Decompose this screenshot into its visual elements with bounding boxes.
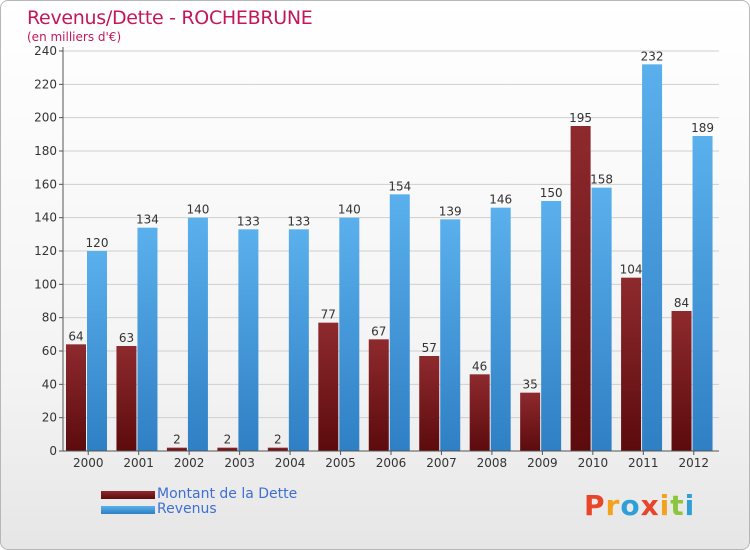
bar-revenue [137, 227, 158, 451]
y-tick-label: 20 [42, 411, 57, 425]
x-tick-label: 2006 [376, 456, 407, 470]
data-label-revenue: 146 [489, 193, 512, 207]
y-tick-label: 240 [34, 44, 57, 58]
y-tick-label: 40 [42, 377, 57, 391]
data-label-debt: 195 [569, 111, 592, 125]
y-tick-label: 220 [34, 77, 57, 91]
data-label-revenue: 140 [186, 203, 209, 217]
data-label-debt: 64 [68, 329, 83, 343]
bar-debt [671, 311, 692, 451]
bar-revenue [541, 201, 562, 451]
bar-debt [419, 356, 440, 451]
y-tick-label: 180 [34, 144, 57, 158]
bar-revenue [87, 251, 107, 451]
x-tick-label: 2004 [275, 456, 306, 470]
logo-letter: o [620, 489, 641, 522]
y-tick-label: 120 [34, 244, 57, 258]
legend-swatch-debt [101, 491, 155, 499]
logo-letter: i [684, 489, 696, 522]
y-tick-label: 140 [34, 211, 57, 225]
y-tick-label: 60 [42, 344, 57, 358]
data-label-debt: 2 [274, 433, 282, 447]
data-label-debt: 2 [173, 433, 181, 447]
logo-letter: i [659, 489, 671, 522]
data-label-debt: 2 [224, 433, 232, 447]
chart-title: Revenus/Dette - ROCHEBRUNE [27, 7, 313, 29]
data-label-revenue: 133 [287, 214, 310, 228]
y-tick-label: 100 [34, 277, 57, 291]
data-label-debt: 67 [371, 324, 386, 338]
data-label-debt: 46 [472, 359, 487, 373]
data-label-revenue: 150 [540, 186, 563, 200]
bar-debt [267, 447, 288, 451]
y-tick-label: 0 [49, 444, 57, 458]
logo-letter: t [670, 489, 685, 522]
logo-letter: x [640, 489, 660, 522]
bar-debt [570, 126, 591, 451]
legend-label-debt: Montant de la Dette [157, 486, 298, 502]
logo-letter: r [605, 489, 621, 522]
y-tick-label: 200 [34, 111, 57, 125]
data-label-revenue: 189 [691, 121, 714, 135]
x-tick-label: 2002 [174, 456, 205, 470]
bar-debt [217, 447, 238, 451]
bar-debt [66, 344, 86, 451]
x-tick-label: 2012 [678, 456, 709, 470]
legend-swatch-revenue [101, 506, 155, 514]
data-label-debt: 84 [674, 296, 689, 310]
bar-debt [520, 392, 541, 451]
bar-debt [116, 346, 137, 451]
chart-subtitle: (en milliers d'€) [27, 30, 122, 44]
x-tick-label: 2001 [123, 456, 154, 470]
bar-revenue [490, 207, 511, 451]
data-label-debt: 104 [620, 263, 643, 277]
x-tick-label: 2005 [325, 456, 356, 470]
x-tick-label: 2003 [224, 456, 255, 470]
data-label-revenue: 140 [338, 203, 361, 217]
y-tick-label: 160 [34, 177, 57, 191]
proxiti-logo: Proxiti [584, 489, 695, 522]
bar-debt [621, 277, 642, 451]
bar-debt [368, 339, 389, 451]
x-tick-label: 2010 [578, 456, 609, 470]
y-tick-label: 80 [42, 311, 57, 325]
x-tick-label: 2009 [527, 456, 558, 470]
bar-revenue [187, 217, 208, 451]
data-label-revenue: 139 [439, 204, 462, 218]
data-label-revenue: 158 [590, 173, 613, 187]
bar-debt [469, 374, 490, 451]
data-label-revenue: 133 [237, 214, 260, 228]
bar-debt [166, 447, 187, 451]
data-label-debt: 35 [523, 378, 538, 392]
x-tick-label: 2007 [426, 456, 457, 470]
data-label-debt: 77 [321, 308, 336, 322]
bar-debt [318, 322, 339, 451]
legend-label-revenue: Revenus [157, 501, 217, 517]
data-label-debt: 63 [119, 331, 134, 345]
x-tick-label: 2000 [73, 456, 104, 470]
bar-revenue [238, 229, 259, 451]
data-label-debt: 57 [422, 341, 437, 355]
bar-revenue [389, 194, 410, 452]
data-label-revenue: 134 [136, 213, 159, 227]
data-label-revenue: 154 [388, 179, 411, 193]
x-tick-label: 2011 [628, 456, 659, 470]
bar-revenue [642, 64, 663, 452]
bar-revenue [591, 187, 612, 451]
logo-letter: P [584, 489, 606, 522]
data-label-revenue: 232 [641, 49, 664, 63]
data-label-revenue: 120 [86, 236, 109, 250]
bar-revenue [288, 229, 309, 451]
bar-revenue [692, 136, 713, 451]
x-tick-label: 2008 [477, 456, 508, 470]
bar-revenue [440, 219, 461, 451]
bar-revenue [339, 217, 360, 451]
